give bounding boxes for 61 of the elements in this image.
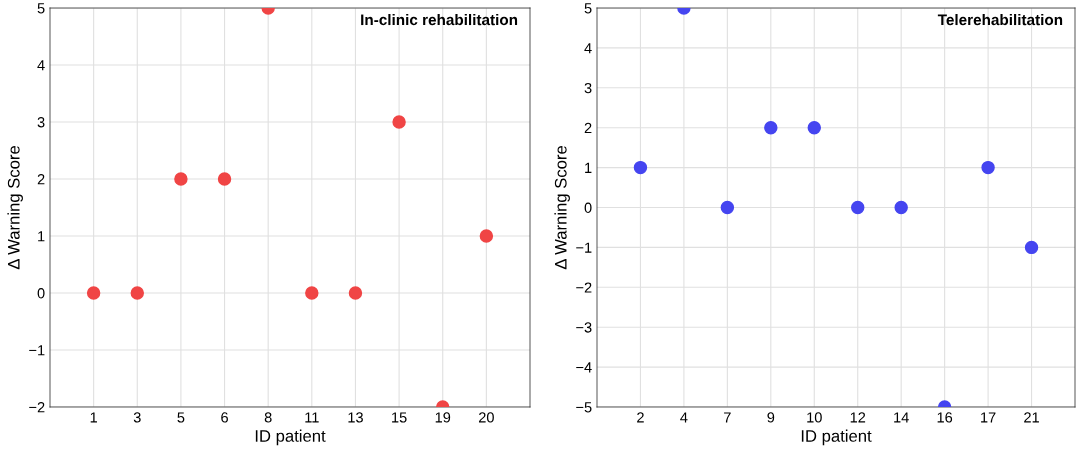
x-tick-label: 11 xyxy=(305,412,319,423)
y-tick-label: 1 xyxy=(38,231,45,242)
x-tick-label: 5 xyxy=(177,412,185,423)
x-tick-label: 15 xyxy=(392,412,407,423)
point xyxy=(1024,240,1039,255)
y-tick-label: 3 xyxy=(37,117,45,128)
y-axis-title: Δ Warning Score xyxy=(554,146,570,270)
x-tick-label: 21 xyxy=(1024,412,1039,423)
x-tick-label: 10 xyxy=(807,412,822,423)
x-tick-label: 19 xyxy=(435,412,451,423)
point xyxy=(981,160,995,175)
x-tick-label: 4 xyxy=(680,412,688,423)
chart-title: In-clinic rehabilitation xyxy=(361,13,518,26)
x-tick-label: 2 xyxy=(637,412,644,423)
x-axis-title: ID patient xyxy=(255,429,326,446)
y-tick-label: −4 xyxy=(576,362,592,373)
y-tick-label: −2 xyxy=(576,282,592,293)
y-tick-label: 0 xyxy=(37,288,45,299)
point xyxy=(851,200,865,215)
x-tick-label: 3 xyxy=(133,412,141,423)
point xyxy=(392,115,406,129)
point xyxy=(86,286,101,300)
x-tick-label: 12 xyxy=(850,412,866,423)
point xyxy=(807,120,821,135)
x-tick-label: 16 xyxy=(937,412,953,423)
point xyxy=(479,229,494,243)
y-tick-label: 2 xyxy=(37,174,45,185)
y-tick-label: 4 xyxy=(584,43,592,54)
point xyxy=(174,172,188,186)
point xyxy=(348,286,363,300)
x-tick-label: 1 xyxy=(90,412,97,423)
y-tick-label: 3 xyxy=(584,82,592,94)
point xyxy=(764,120,778,135)
x-tick-label: 13 xyxy=(348,412,363,423)
x-tick-label: 7 xyxy=(724,412,731,423)
y-tick-label: 2 xyxy=(584,122,592,133)
y-tick-label: −5 xyxy=(576,402,592,413)
y-tick-label: −1 xyxy=(29,345,45,356)
y-tick-label: 4 xyxy=(37,60,45,71)
x-tick-label: 6 xyxy=(221,412,228,423)
x-tick-label: 20 xyxy=(478,412,494,423)
y-tick-label: 5 xyxy=(37,3,45,14)
x-tick-label: 14 xyxy=(894,412,909,423)
point xyxy=(633,160,648,175)
y-tick-label: −2 xyxy=(29,402,45,413)
point xyxy=(130,286,144,300)
x-tick-label: 9 xyxy=(767,412,775,423)
y-tick-label: −1 xyxy=(576,242,592,253)
x-tick-label: 8 xyxy=(264,412,272,423)
y-axis-title: Δ Warning Score xyxy=(7,146,23,270)
point xyxy=(217,172,232,186)
y-tick-label: 0 xyxy=(584,202,592,213)
chart-title: Telerehabilitation xyxy=(937,13,1063,26)
point xyxy=(894,200,908,215)
y-tick-label: 5 xyxy=(584,3,592,14)
point xyxy=(305,286,319,300)
x-axis-title: ID patient xyxy=(801,429,872,446)
y-tick-label: 1 xyxy=(585,162,592,173)
y-tick-label: −3 xyxy=(576,322,592,333)
x-tick-label: 17 xyxy=(981,412,996,423)
point xyxy=(720,200,735,215)
